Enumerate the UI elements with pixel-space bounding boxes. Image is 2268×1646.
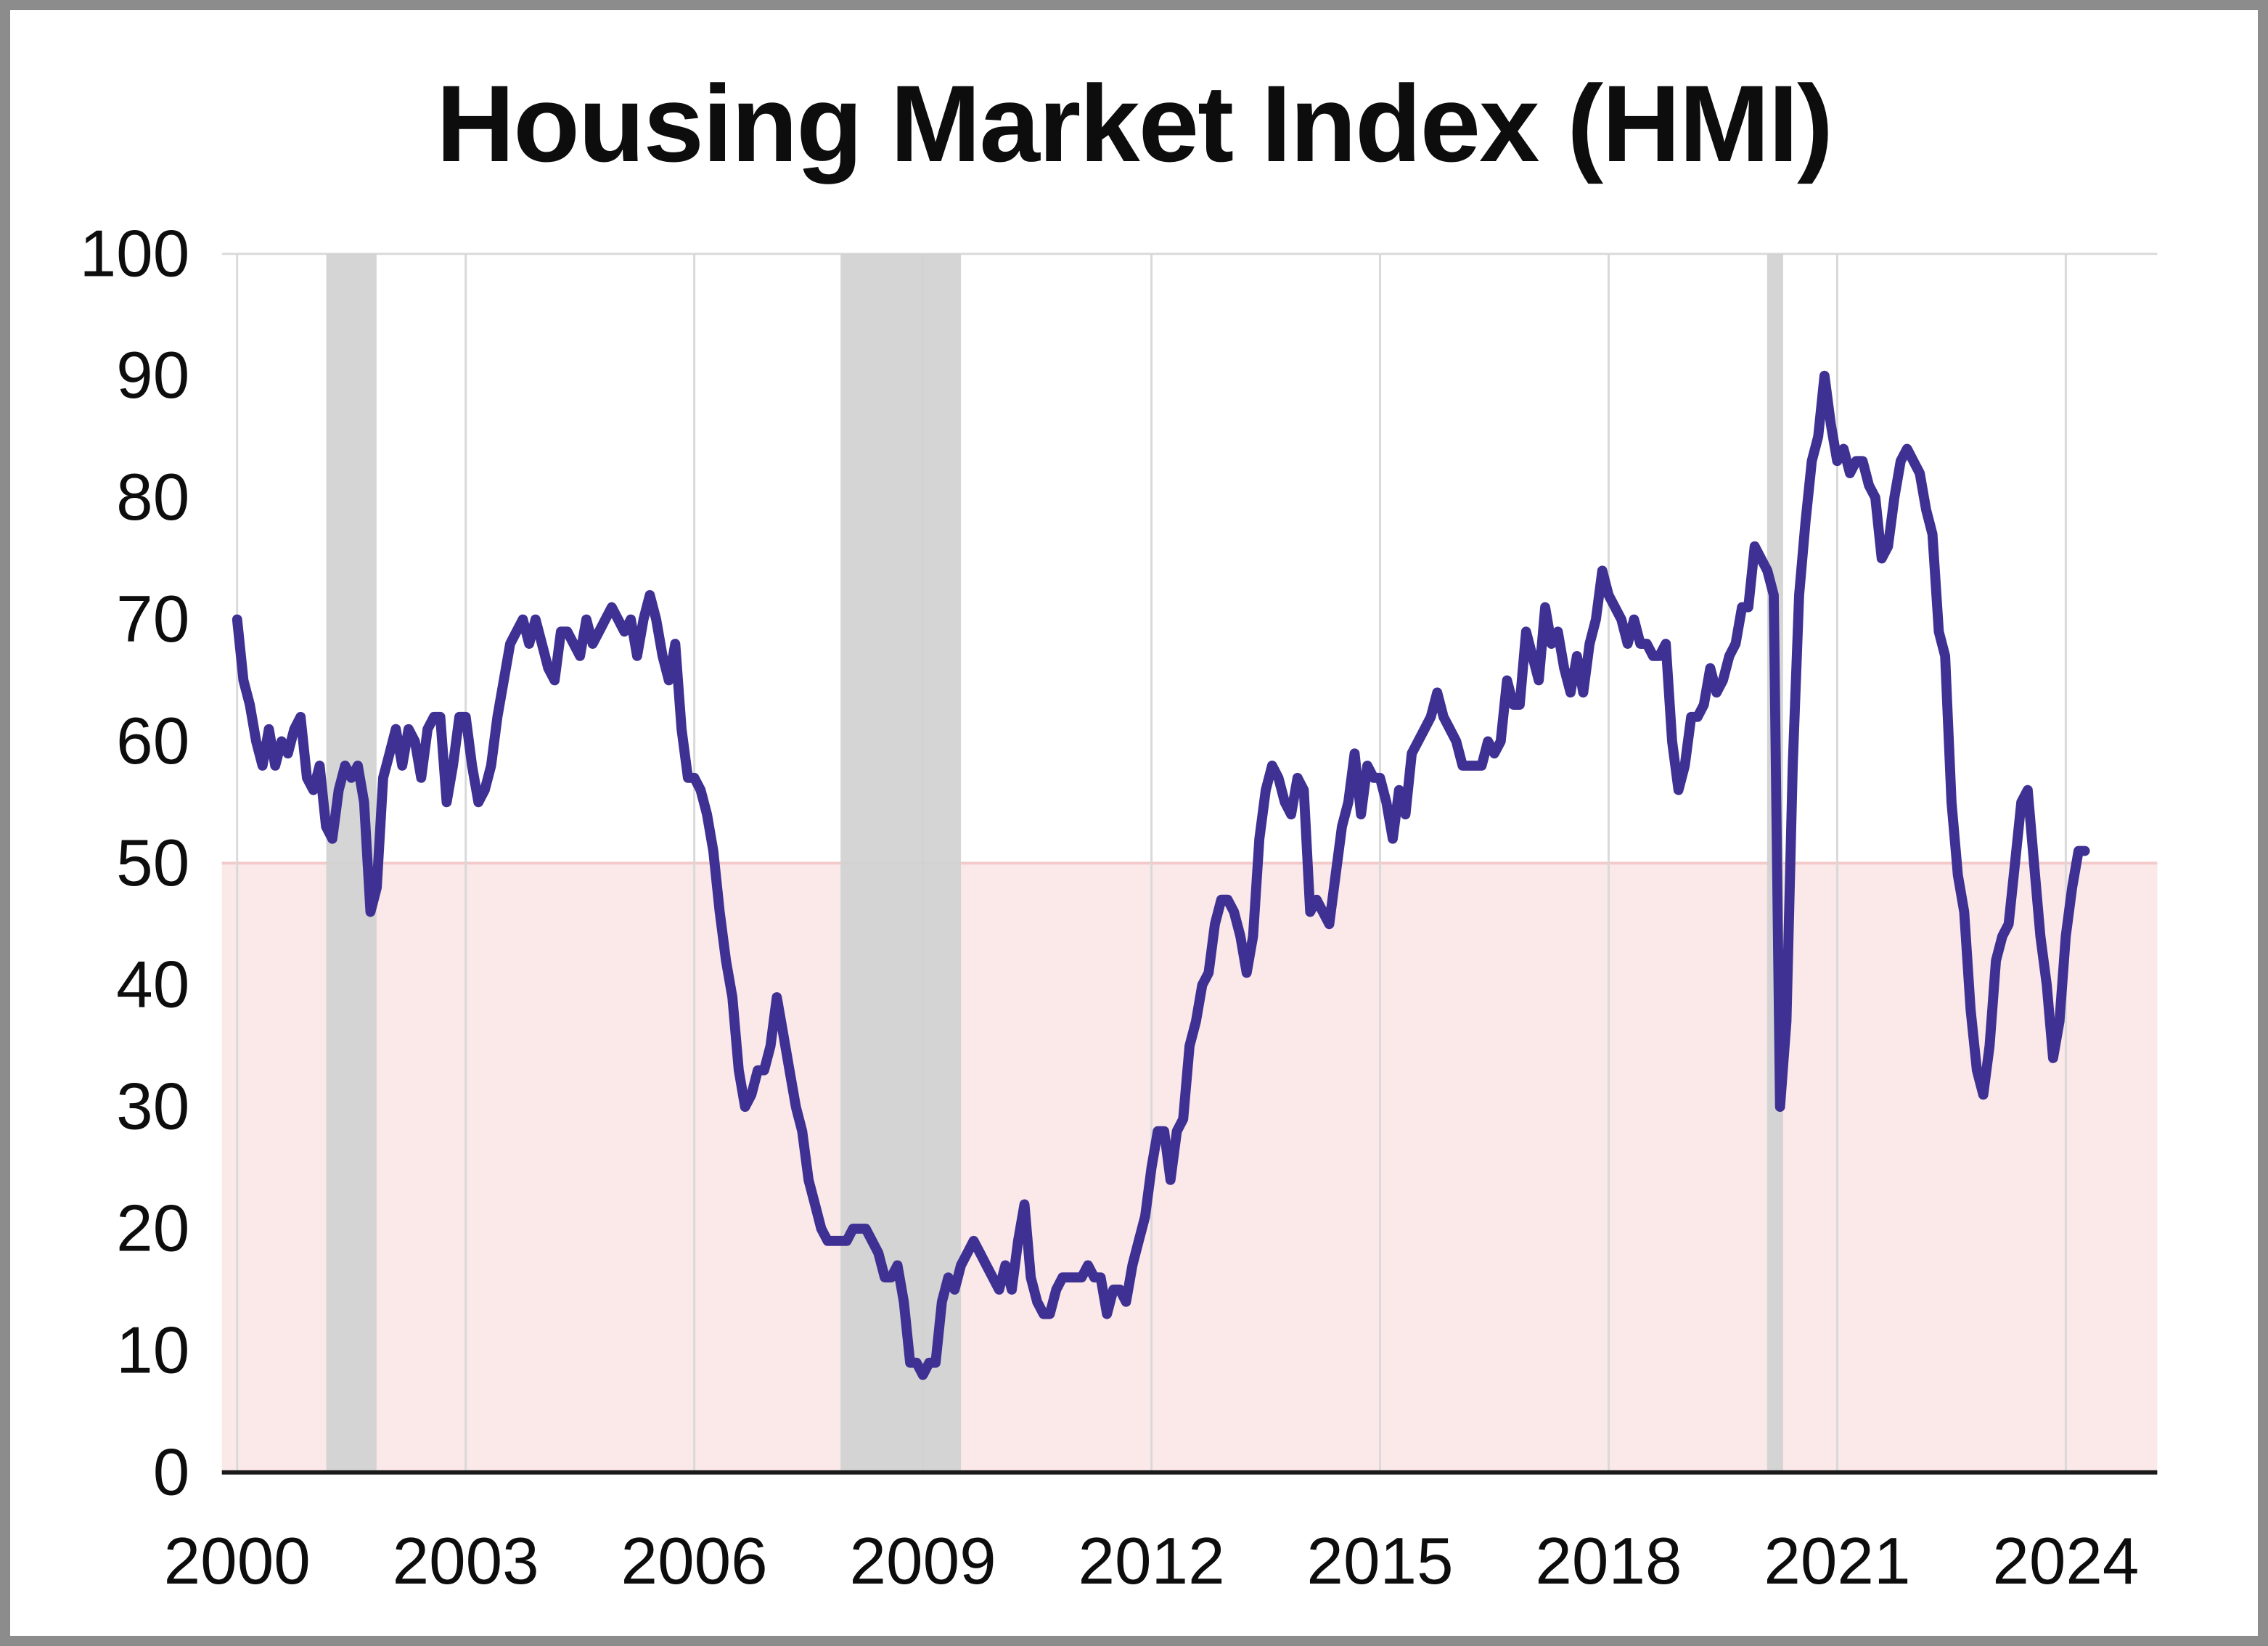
y-tick-label: 80	[116, 461, 189, 534]
x-tick-label: 2009	[850, 1525, 996, 1598]
y-tick-label: 20	[116, 1192, 189, 1266]
below-50-shading	[221, 863, 2158, 1473]
x-tick-label: 2018	[1535, 1525, 1682, 1598]
chart-canvas: 0 10 20 30 40 50 60 70 80 90 100 2000 2003 2006 2009 20…	[80, 217, 2158, 1598]
x-tick-label: 2006	[621, 1525, 768, 1598]
x-tick-label: 2024	[1992, 1525, 2139, 1598]
y-tick-label: 50	[116, 827, 189, 900]
y-tick-label: 90	[116, 339, 189, 412]
x-tick-label: 2000	[164, 1525, 311, 1598]
y-tick-label: 70	[116, 583, 189, 656]
y-tick-label: 40	[116, 949, 189, 1022]
x-tick-label: 2021	[1764, 1525, 1910, 1598]
hmi-line	[232, 370, 2090, 1380]
y-tick-label: 100	[80, 217, 190, 290]
x-tick-label: 2015	[1306, 1525, 1453, 1598]
y-tick-label: 0	[153, 1436, 190, 1509]
y-tick-label: 60	[116, 705, 189, 778]
y-tick-label: 30	[116, 1070, 189, 1144]
x-tick-label: 2012	[1078, 1525, 1224, 1598]
chart-title: Housing Market Index (HMI)	[435, 62, 1833, 184]
y-tick-label: 10	[116, 1314, 189, 1387]
x-tick-label: 2003	[393, 1525, 539, 1598]
